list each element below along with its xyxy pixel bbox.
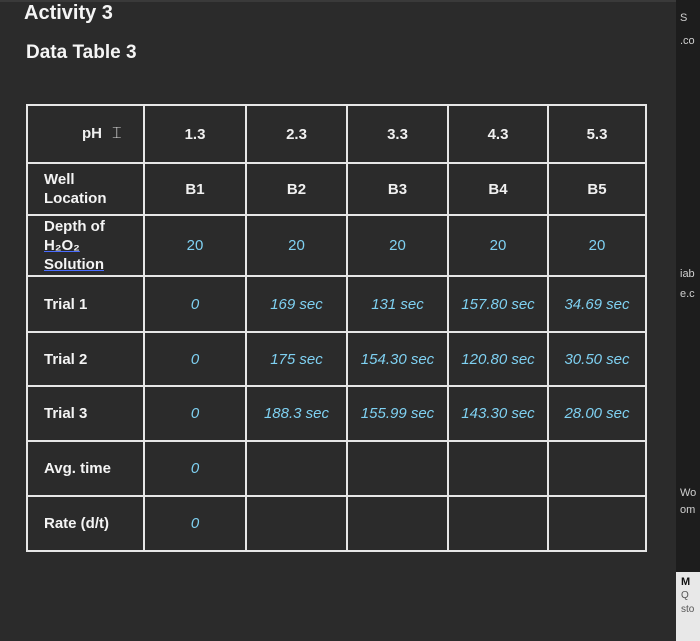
rate-label: Rate (d/t): [26, 495, 145, 552]
data-cell[interactable]: 157.80 sec: [447, 275, 549, 333]
well-row: Well Location B1 B2 B3 B4 B5: [26, 162, 647, 216]
well-cell[interactable]: B1: [143, 162, 247, 216]
data-cell[interactable]: [346, 440, 449, 497]
depth-cell[interactable]: 20: [245, 214, 348, 277]
data-cell[interactable]: [245, 495, 348, 552]
data-cell[interactable]: 175 sec: [245, 331, 348, 387]
trial-2-label: Trial 2: [26, 331, 145, 387]
depth-cell[interactable]: 20: [143, 214, 247, 277]
data-cell[interactable]: 143.30 sec: [447, 385, 549, 442]
trial-1-label: Trial 1: [26, 275, 145, 333]
rate-row: Rate (d/t) 0: [26, 495, 647, 552]
data-table-title: Data Table 3: [26, 42, 137, 63]
depth-row: Depth of H₂O₂ Solution 20 20 20 20 20: [26, 214, 647, 277]
data-cell[interactable]: 0: [143, 331, 247, 387]
well-cell[interactable]: B5: [547, 162, 647, 216]
partial-panel: M Q sto: [676, 572, 700, 641]
depth-cell[interactable]: 20: [447, 214, 549, 277]
trial-3-label: Trial 3: [26, 385, 145, 442]
ph-value-cell[interactable]: 3.3: [346, 104, 449, 164]
well-location-label: Well Location: [26, 162, 145, 216]
top-border: [0, 0, 680, 2]
avg-time-label: Avg. time: [26, 440, 145, 497]
ph-label: pH: [82, 124, 102, 142]
data-cell[interactable]: [547, 440, 647, 497]
data-cell[interactable]: [346, 495, 449, 552]
trial-3-row: Trial 3 0 188.3 sec 155.99 sec 143.30 se…: [26, 385, 647, 442]
avg-time-row: Avg. time 0: [26, 440, 647, 497]
trial-1-row: Trial 1 0 169 sec 131 sec 157.80 sec 34.…: [26, 275, 647, 333]
activity-title: Activity 3: [24, 2, 113, 24]
text-cursor-icon: ⌶: [112, 125, 122, 143]
data-cell[interactable]: 0: [143, 495, 247, 552]
data-cell[interactable]: 0: [143, 385, 247, 442]
depth-cell[interactable]: 20: [346, 214, 449, 277]
well-cell[interactable]: B2: [245, 162, 348, 216]
data-table-3: pH ⌶ 1.3 2.3 3.3 4.3 5.3 Well Location B1…: [26, 104, 647, 552]
ph-row: pH ⌶ 1.3 2.3 3.3 4.3 5.3: [26, 104, 647, 164]
data-cell[interactable]: [447, 440, 549, 497]
depth-cell[interactable]: 20: [547, 214, 647, 277]
data-cell[interactable]: [547, 495, 647, 552]
data-cell[interactable]: 34.69 sec: [547, 275, 647, 333]
data-cell[interactable]: 120.80 sec: [447, 331, 549, 387]
data-cell[interactable]: 154.30 sec: [346, 331, 449, 387]
data-cell[interactable]: 131 sec: [346, 275, 449, 333]
data-cell[interactable]: 30.50 sec: [547, 331, 647, 387]
data-cell[interactable]: 155.99 sec: [346, 385, 449, 442]
ph-value-cell[interactable]: 4.3: [447, 104, 549, 164]
data-cell[interactable]: 169 sec: [245, 275, 348, 333]
depth-label: Depth of H₂O₂ Solution: [26, 214, 145, 277]
well-cell[interactable]: B4: [447, 162, 549, 216]
well-cell[interactable]: B3: [346, 162, 449, 216]
ph-value-cell[interactable]: 1.3: [143, 104, 247, 164]
ph-value-cell[interactable]: 5.3: [547, 104, 647, 164]
ph-value-cell[interactable]: 2.3: [245, 104, 348, 164]
data-cell[interactable]: 0: [143, 275, 247, 333]
data-cell[interactable]: 188.3 sec: [245, 385, 348, 442]
trial-2-row: Trial 2 0 175 sec 154.30 sec 120.80 sec …: [26, 331, 647, 387]
data-cell[interactable]: [447, 495, 549, 552]
data-cell[interactable]: 0: [143, 440, 247, 497]
adjacent-window-edge: S .co iab e.c Wo om M Q sto: [676, 0, 700, 641]
data-cell[interactable]: 28.00 sec: [547, 385, 647, 442]
ph-header-cell: pH ⌶: [26, 104, 145, 164]
data-cell[interactable]: [245, 440, 348, 497]
